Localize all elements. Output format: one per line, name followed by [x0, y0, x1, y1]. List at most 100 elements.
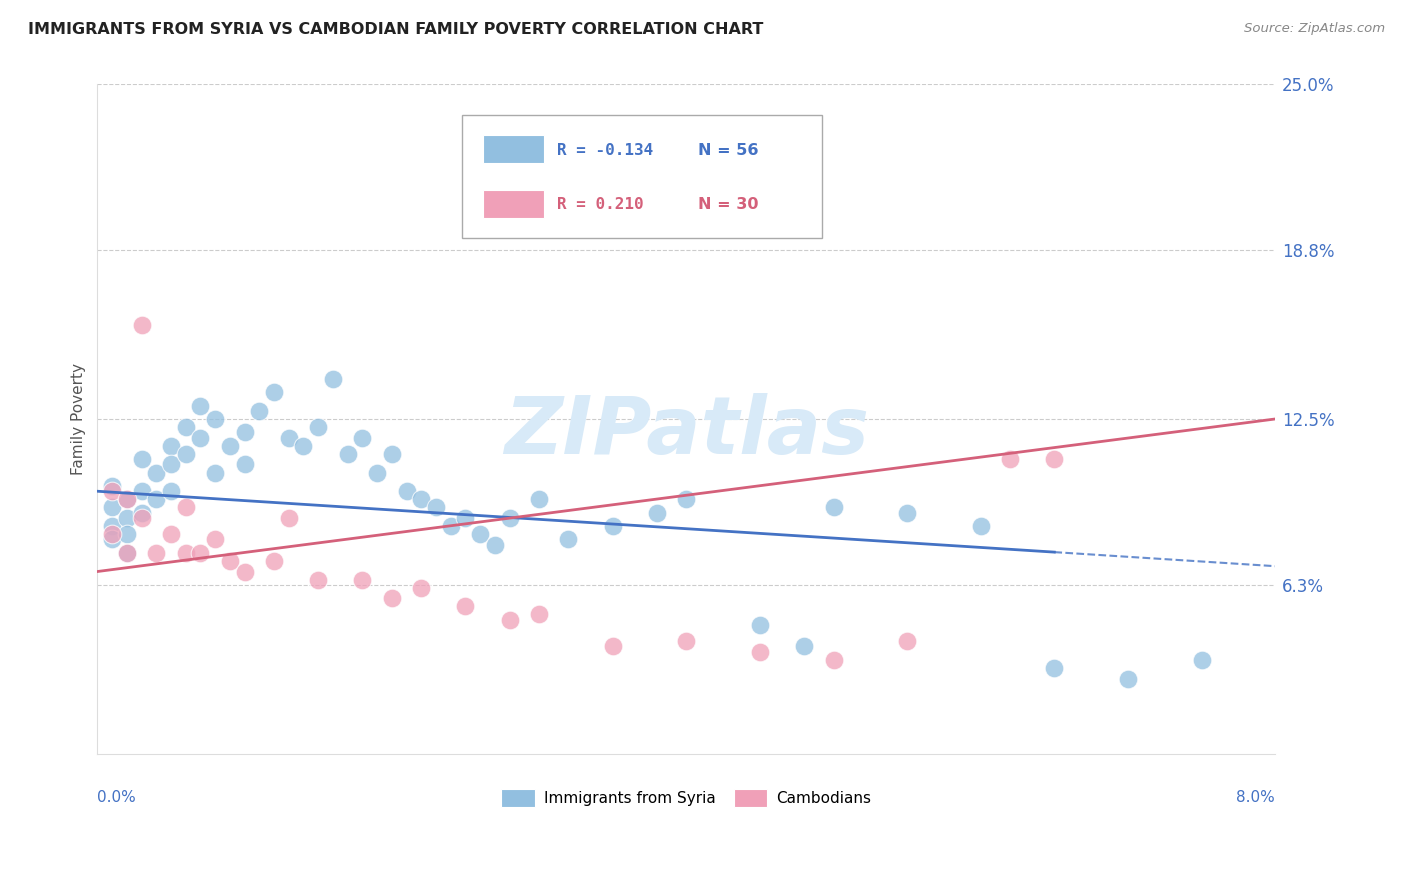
- FancyBboxPatch shape: [463, 114, 821, 238]
- Point: [395, 484, 418, 499]
- Point: [381, 447, 404, 461]
- FancyBboxPatch shape: [482, 136, 544, 163]
- Point: [440, 519, 463, 533]
- Text: ZIPatlas: ZIPatlas: [503, 393, 869, 471]
- Point: [145, 546, 167, 560]
- Point: [233, 565, 256, 579]
- Point: [484, 538, 506, 552]
- Point: [101, 500, 124, 515]
- Point: [411, 492, 433, 507]
- Point: [160, 439, 183, 453]
- Text: N = 30: N = 30: [697, 197, 759, 212]
- Text: N = 56: N = 56: [697, 143, 759, 158]
- Point: [366, 466, 388, 480]
- Point: [748, 645, 770, 659]
- Point: [101, 519, 124, 533]
- Point: [204, 533, 226, 547]
- Point: [322, 372, 344, 386]
- Point: [998, 452, 1021, 467]
- Point: [101, 484, 124, 499]
- Legend: Immigrants from Syria, Cambodians: Immigrants from Syria, Cambodians: [495, 783, 877, 813]
- Point: [131, 318, 153, 333]
- Point: [101, 479, 124, 493]
- Point: [131, 452, 153, 467]
- Point: [131, 511, 153, 525]
- Point: [896, 634, 918, 648]
- Point: [190, 399, 212, 413]
- Point: [145, 492, 167, 507]
- Point: [204, 412, 226, 426]
- Point: [233, 425, 256, 440]
- Point: [174, 500, 197, 515]
- Point: [823, 500, 845, 515]
- Point: [174, 447, 197, 461]
- Point: [307, 573, 329, 587]
- Point: [263, 554, 285, 568]
- Point: [527, 607, 550, 622]
- Point: [1043, 452, 1066, 467]
- Point: [454, 599, 477, 614]
- Point: [247, 404, 270, 418]
- Point: [131, 484, 153, 499]
- Point: [602, 640, 624, 654]
- Point: [174, 420, 197, 434]
- Point: [896, 506, 918, 520]
- Point: [1116, 672, 1139, 686]
- Point: [352, 573, 374, 587]
- Point: [557, 533, 579, 547]
- Point: [498, 511, 520, 525]
- Point: [498, 613, 520, 627]
- Point: [204, 466, 226, 480]
- Point: [307, 420, 329, 434]
- Point: [292, 439, 315, 453]
- Text: IMMIGRANTS FROM SYRIA VS CAMBODIAN FAMILY POVERTY CORRELATION CHART: IMMIGRANTS FROM SYRIA VS CAMBODIAN FAMIL…: [28, 22, 763, 37]
- Point: [527, 492, 550, 507]
- Text: 8.0%: 8.0%: [1236, 790, 1275, 805]
- Point: [645, 506, 668, 520]
- Point: [174, 546, 197, 560]
- Y-axis label: Family Poverty: Family Poverty: [72, 363, 86, 475]
- Point: [115, 492, 138, 507]
- Point: [115, 527, 138, 541]
- Point: [115, 492, 138, 507]
- Point: [675, 492, 697, 507]
- Point: [218, 554, 240, 568]
- Point: [218, 439, 240, 453]
- Point: [160, 527, 183, 541]
- Point: [454, 511, 477, 525]
- Text: R = -0.134: R = -0.134: [557, 143, 652, 158]
- Point: [233, 458, 256, 472]
- Point: [101, 533, 124, 547]
- FancyBboxPatch shape: [482, 190, 544, 219]
- Point: [101, 527, 124, 541]
- Point: [352, 431, 374, 445]
- Point: [263, 385, 285, 400]
- Text: 0.0%: 0.0%: [97, 790, 136, 805]
- Point: [190, 431, 212, 445]
- Point: [115, 546, 138, 560]
- Point: [411, 581, 433, 595]
- Point: [1043, 661, 1066, 675]
- Point: [468, 527, 491, 541]
- Point: [190, 546, 212, 560]
- Point: [277, 511, 299, 525]
- Point: [160, 484, 183, 499]
- Point: [336, 447, 359, 461]
- Point: [425, 500, 447, 515]
- Point: [131, 506, 153, 520]
- Point: [793, 640, 815, 654]
- Point: [970, 519, 993, 533]
- Text: Source: ZipAtlas.com: Source: ZipAtlas.com: [1244, 22, 1385, 36]
- Point: [381, 591, 404, 606]
- Point: [115, 511, 138, 525]
- Point: [823, 653, 845, 667]
- Text: R = 0.210: R = 0.210: [557, 197, 644, 212]
- Point: [675, 634, 697, 648]
- Point: [115, 546, 138, 560]
- Point: [602, 519, 624, 533]
- Point: [277, 431, 299, 445]
- Point: [1191, 653, 1213, 667]
- Point: [748, 618, 770, 632]
- Point: [145, 466, 167, 480]
- Point: [160, 458, 183, 472]
